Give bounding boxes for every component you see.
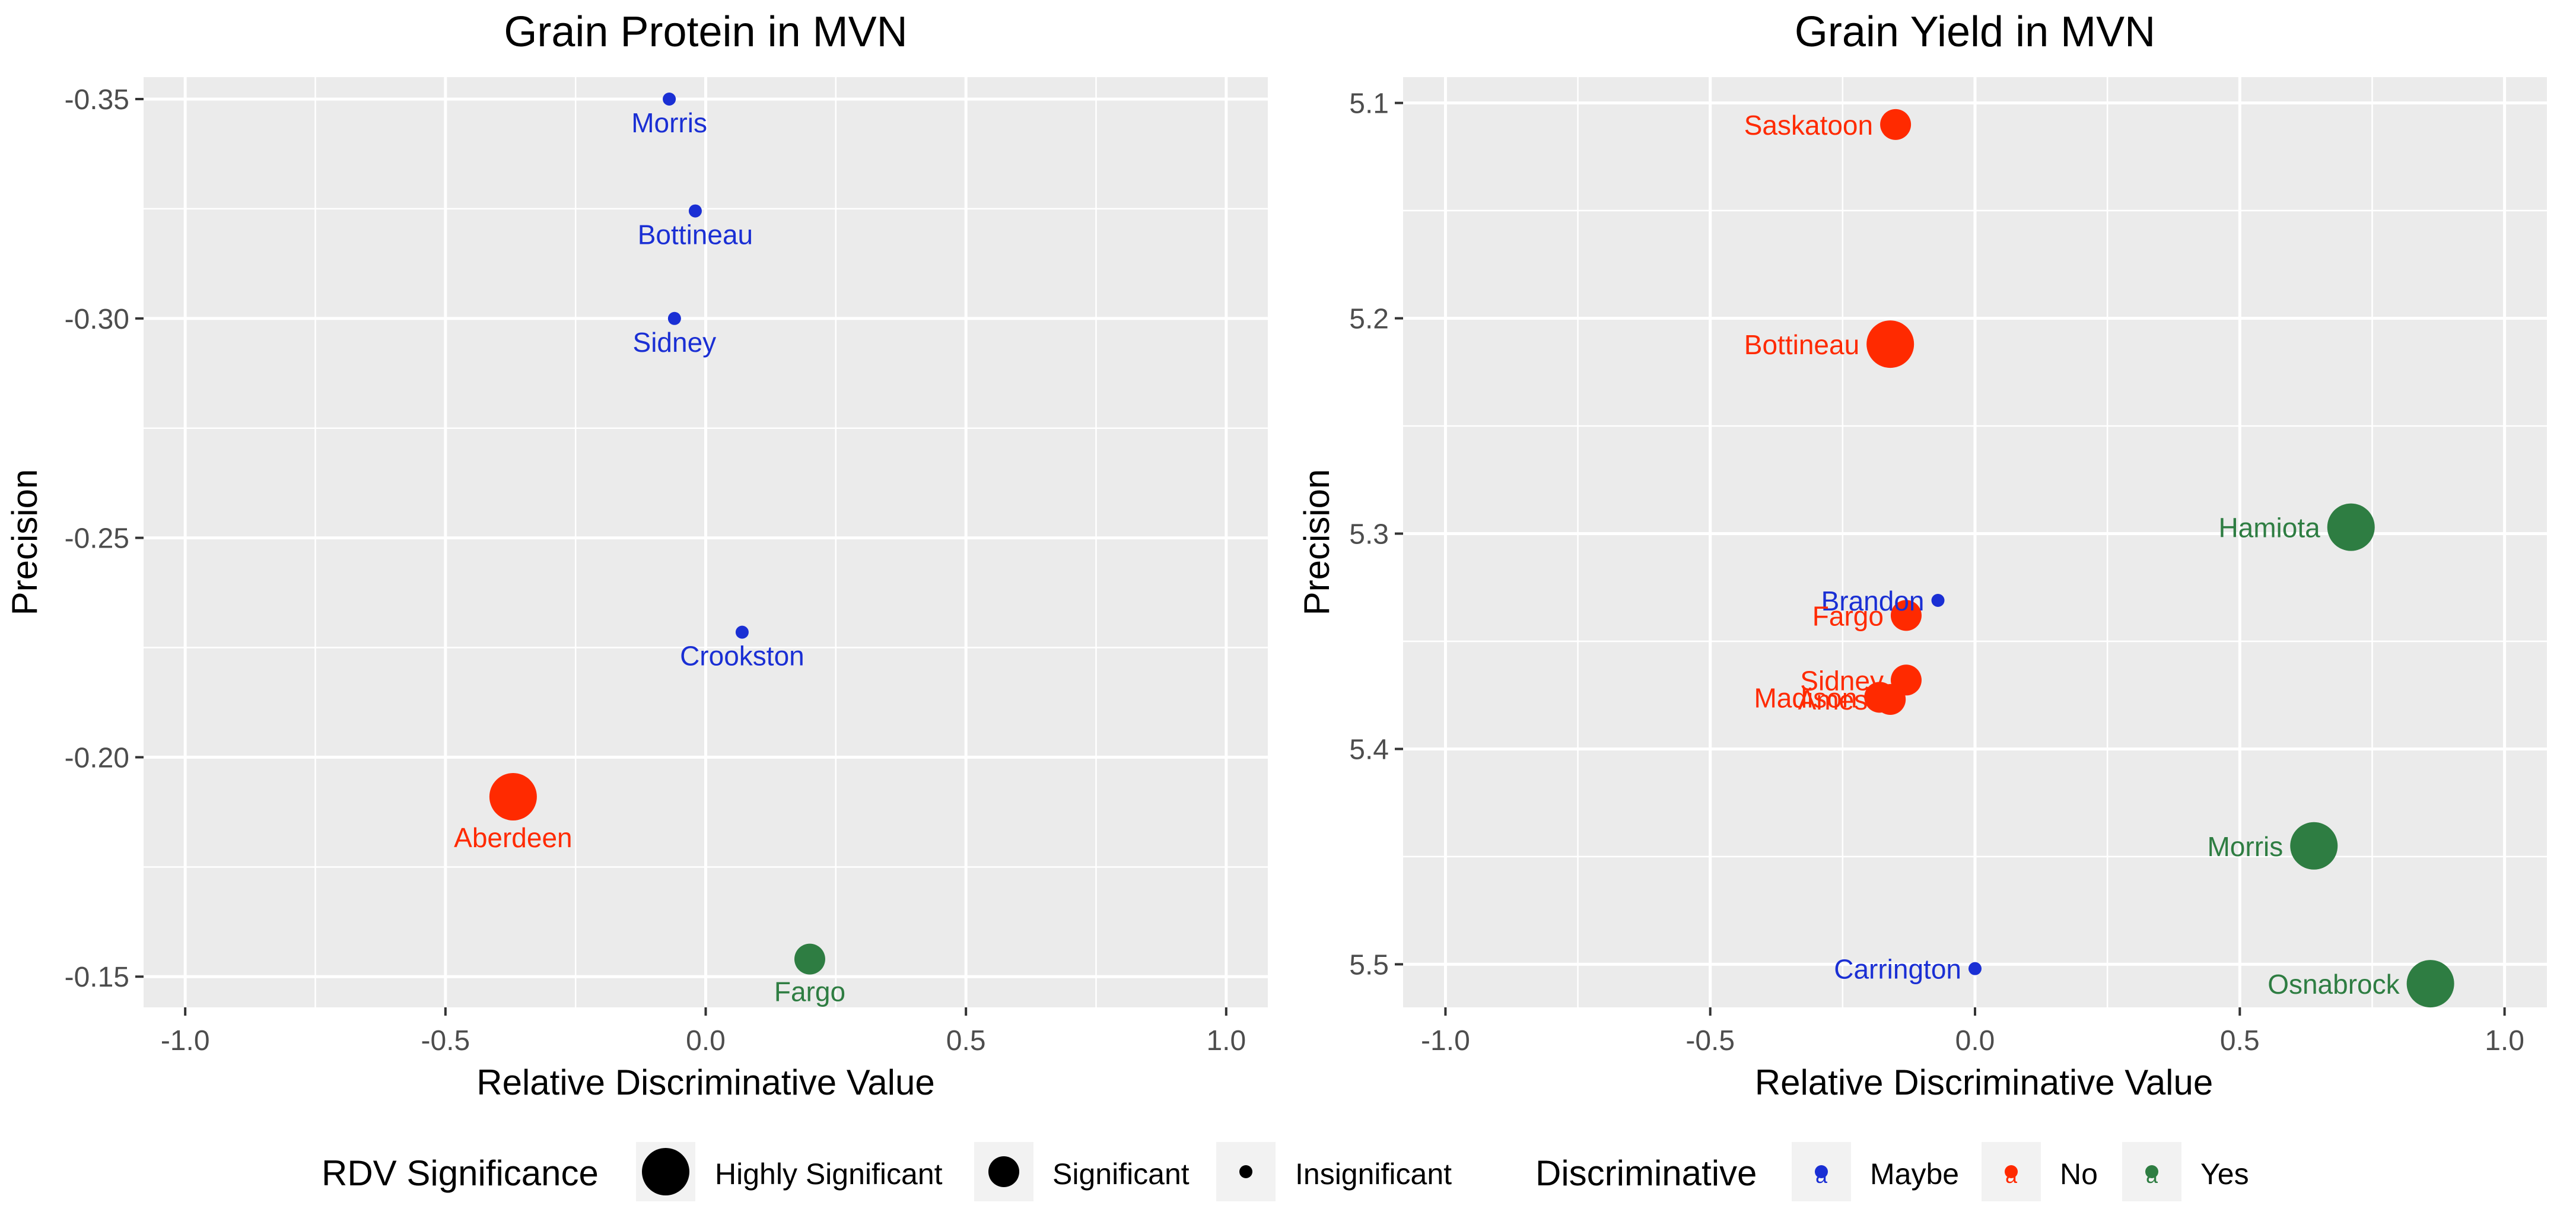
legend-label-insignificant: Insignificant [1295,1157,1452,1191]
legend-key-yes: a [2122,1142,2181,1201]
y-tick-label: 5.5 [1349,949,1389,981]
legend-label-yes: Yes [2200,1157,2249,1191]
x-tick-label: -0.5 [421,1025,470,1057]
point-label-madison: Madison [1754,682,1857,713]
point-label-fargo: Fargo [774,977,845,1007]
y-tick-label: -0.15 [65,962,129,993]
x-axis-label: Relative Discriminative Value [1755,1063,2214,1102]
x-tick-label: 0.0 [1955,1025,1995,1057]
legend-symbol-medium [988,1156,1019,1187]
x-tick-label: 0.0 [686,1025,726,1057]
point-bottineau [688,204,702,218]
x-tick-label: 0.5 [2220,1025,2260,1057]
point-label-brandon: Brandon [1821,586,1925,616]
data-points [489,92,825,975]
point-osnabrock [2406,960,2454,1008]
x-tick-label: 1.0 [1206,1025,1246,1057]
point-label-hamiota: Hamiota [2218,513,2320,543]
data-points [1864,109,2454,1008]
point-fargo [1890,600,1922,631]
point-label-fargo: Fargo [1812,600,1884,631]
legend-label-significant: Significant [1052,1157,1190,1191]
legend-key-maybe: a [1792,1142,1851,1201]
axes: -1.0 -0.5 0.0 0.5 1.0 5.1 5.2 5.3 5.4 5.5 [1349,88,2524,1057]
axes: -1.0 -0.5 0.0 0.5 1.0 -0.35 -0.30 -0.25 -0.20 -0.… [65,84,1246,1057]
y-tick-label: -0.35 [65,84,129,116]
point-label-osnabrock: Osnabrock [2267,969,2400,1000]
point-label-bottineau: Bottineau [1744,329,1859,360]
point-label-saskatoon: Saskatoon [1744,110,1873,141]
point-sidney [667,311,681,325]
x-tick-label: -0.5 [1685,1025,1735,1057]
point-label-sidney: Sidney [1800,665,1884,696]
point-hamiota [2327,503,2375,551]
point-label-ames: Ames [1798,685,1868,715]
legend-label-maybe: Maybe [1870,1157,1959,1191]
legend-symbol-large [642,1148,689,1195]
x-tick-label: -1.0 [1421,1025,1470,1057]
y-axis-label: Precision [1297,469,1337,616]
point-morris [663,92,676,106]
y-tick-label: -0.25 [65,523,129,555]
y-tick-label: -0.30 [65,304,129,335]
legend-glyph-no: a [2005,1163,2018,1188]
legend-key-significant [974,1142,1033,1201]
legend: RDV Significance Highly Significant Sign… [322,1142,2249,1201]
point-label-morris: Morris [631,107,707,138]
legend-glyph-maybe: a [1815,1163,1828,1188]
point-carrington [1968,962,1982,975]
chart-title: Grain Protein in MVN [504,8,907,56]
point-saskatoon [1880,109,1912,140]
point-label-bottineau: Bottineau [638,220,753,250]
legend-key-insignificant [1216,1142,1276,1201]
x-tick-label: -1.0 [161,1025,210,1057]
legend-discriminative-title: Discriminative [1535,1153,1757,1193]
y-tick-label: 5.3 [1349,519,1389,550]
y-tick-label: -0.20 [65,742,129,774]
point-ames [1875,683,1906,715]
x-tick-label: 0.5 [946,1025,986,1057]
legend-label-no: No [2060,1157,2098,1191]
point-crookston [735,625,749,639]
point-label-aberdeen: Aberdeen [454,822,573,853]
point-label-morris: Morris [2207,831,2283,862]
point-aberdeen [489,772,537,820]
legend-point-yes [2145,1165,2158,1178]
legend-point-no [2005,1165,2018,1178]
point-labels: Morris Bottineau Sidney Crookston Aberdeen Fa… [454,107,845,1007]
point-brandon [1931,594,1945,607]
legend-label-highly-significant: Highly Significant [715,1157,943,1191]
legend-significance-title: RDV Significance [322,1153,599,1193]
x-tick-label: 1.0 [2485,1025,2524,1057]
point-fargo [794,943,825,975]
y-tick-label: 5.2 [1349,304,1389,335]
point-label-crookston: Crookston [680,641,804,672]
point-bottineau [1866,320,1914,368]
chart-grain-protein: Morris Bottineau Sidney Crookston Aberdeen Fa… [5,8,1268,1102]
chart-title: Grain Yield in MVN [1795,8,2155,56]
point-label-carrington: Carrington [1834,954,1961,985]
legend-glyph-yes: a [2146,1163,2158,1188]
grid-lines [144,77,1268,1007]
legend-key-highly-significant [636,1142,695,1201]
point-label-sidney: Sidney [633,327,717,358]
y-tick-label: 5.1 [1349,88,1389,120]
y-tick-label: 5.4 [1349,734,1389,765]
legend-point-maybe [1815,1165,1828,1178]
point-morris [2290,822,2338,870]
legend-symbol-small [1239,1165,1252,1178]
legend-key-no: a [1982,1142,2041,1201]
x-axis-label: Relative Discriminative Value [476,1063,935,1102]
y-axis-label: Precision [5,469,44,616]
